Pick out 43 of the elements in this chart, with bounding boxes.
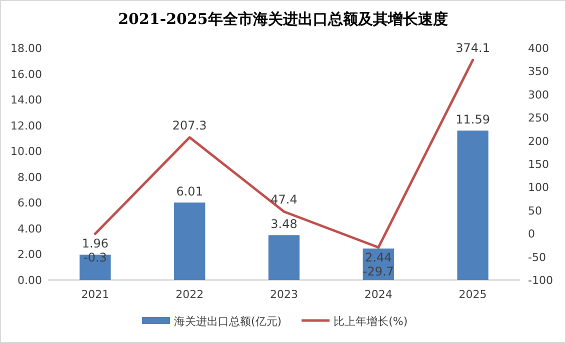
y2-tick-label: 200: [528, 134, 549, 148]
y2-tick-label: 300: [528, 88, 549, 102]
data-label: 6.01: [176, 184, 203, 199]
y2-tick-label: -50: [528, 250, 546, 264]
data-label: -29.7: [362, 264, 394, 278]
y-tick-label: 4.00: [18, 222, 42, 236]
chart-title: 2021-2025年全市海关进出口总额及其增长速度: [118, 10, 448, 28]
y-tick-label: 12.00: [10, 119, 42, 132]
bar: [457, 130, 488, 280]
y-tick-label: 6.00: [18, 196, 42, 210]
y-tick-label: 18.00: [10, 42, 42, 55]
y2-tick-label: 400: [528, 42, 549, 55]
legend-label: 比上年增长(%): [334, 315, 408, 328]
y2-tick-label: 150: [528, 158, 549, 171]
x-tick-label: 2025: [458, 288, 487, 301]
bar: [80, 254, 111, 280]
y2-tick-label: 50: [528, 204, 542, 218]
y2-tick-label: 100: [528, 181, 549, 194]
data-label: 1.96: [82, 236, 109, 251]
y-tick-label: 16.00: [10, 68, 42, 81]
x-tick-label: 2021: [81, 288, 110, 301]
y-tick-label: 2.00: [18, 248, 42, 262]
y2-tick-label: 0: [528, 228, 535, 241]
x-tick-label: 2023: [270, 288, 298, 301]
y-tick-label: 8.00: [18, 170, 42, 184]
data-label: 3.48: [270, 217, 298, 232]
legend-label: 海关进出口总额(亿元): [174, 315, 282, 328]
y2-tick-label: 250: [528, 112, 549, 125]
data-label: 374.1: [456, 41, 490, 56]
bar: [268, 235, 300, 280]
data-label: -0.3: [83, 250, 107, 265]
data-label: 207.3: [172, 118, 207, 132]
y2-tick-label: -100: [528, 274, 553, 287]
data-label: 2.44: [365, 250, 392, 264]
data-label: 47.4: [270, 192, 298, 207]
x-tick-label: 2024: [364, 288, 392, 301]
y-tick-label: 14.00: [10, 94, 42, 107]
y2-tick-label: 350: [528, 65, 549, 78]
y-tick-label: 0.00: [18, 274, 42, 287]
bar: [174, 202, 206, 280]
data-label: 11.59: [456, 112, 490, 127]
x-tick-label: 2022: [176, 288, 204, 301]
y-tick-label: 10.00: [10, 145, 42, 158]
